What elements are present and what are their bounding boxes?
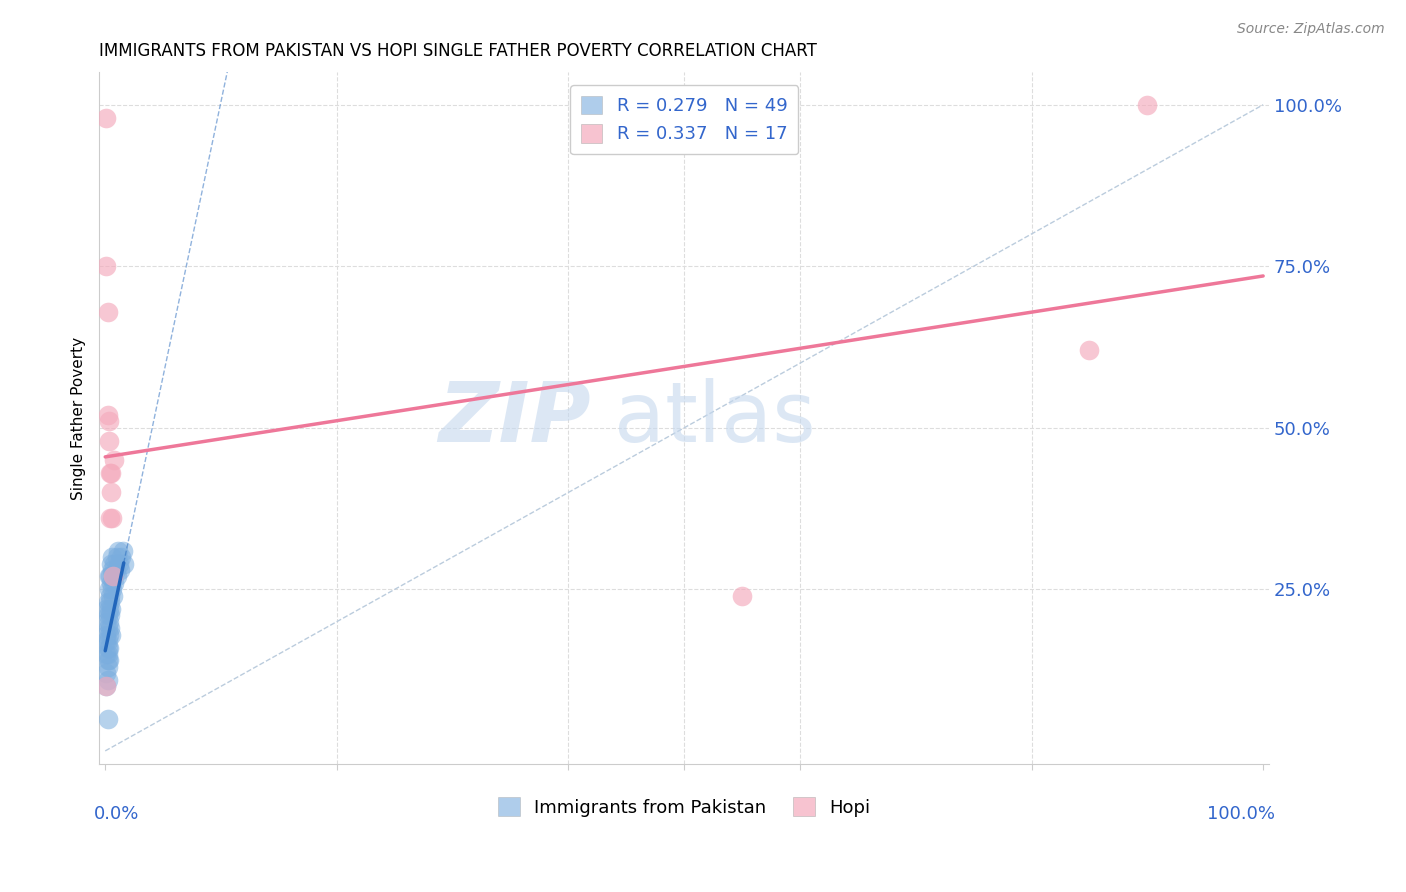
- Point: [731, 589, 754, 603]
- Legend: Immigrants from Pakistan, Hopi: Immigrants from Pakistan, Hopi: [491, 790, 877, 824]
- Point: [103, 557, 125, 571]
- Point: [1078, 343, 1101, 358]
- Point: [96, 712, 118, 726]
- Point: [96, 673, 118, 687]
- Point: [110, 563, 132, 577]
- Point: [96, 408, 118, 422]
- Text: 100.0%: 100.0%: [1206, 805, 1275, 823]
- Point: [104, 563, 127, 577]
- Point: [98, 595, 121, 609]
- Point: [96, 111, 118, 125]
- Point: [111, 543, 134, 558]
- Point: [97, 414, 120, 428]
- Point: [97, 640, 120, 655]
- Text: ZIP: ZIP: [439, 377, 591, 458]
- Point: [96, 627, 118, 641]
- Point: [96, 634, 118, 648]
- Point: [103, 569, 125, 583]
- Point: [100, 466, 122, 480]
- Point: [105, 549, 128, 564]
- Point: [96, 634, 118, 648]
- Point: [96, 666, 118, 681]
- Point: [96, 615, 118, 629]
- Point: [96, 608, 118, 623]
- Point: [100, 485, 122, 500]
- Point: [98, 569, 121, 583]
- Point: [96, 260, 118, 274]
- Point: [96, 660, 118, 674]
- Point: [100, 601, 122, 615]
- Point: [96, 647, 118, 661]
- Point: [97, 601, 120, 615]
- Text: atlas: atlas: [614, 377, 815, 458]
- Point: [105, 569, 128, 583]
- Text: 0.0%: 0.0%: [94, 805, 139, 823]
- Point: [100, 575, 122, 590]
- Text: IMMIGRANTS FROM PAKISTAN VS HOPI SINGLE FATHER POVERTY CORRELATION CHART: IMMIGRANTS FROM PAKISTAN VS HOPI SINGLE …: [100, 42, 817, 60]
- Point: [103, 575, 125, 590]
- Point: [100, 557, 122, 571]
- Point: [98, 608, 121, 623]
- Point: [98, 511, 121, 525]
- Point: [96, 653, 118, 667]
- Text: Source: ZipAtlas.com: Source: ZipAtlas.com: [1237, 22, 1385, 37]
- Point: [97, 615, 120, 629]
- Point: [103, 569, 125, 583]
- Point: [96, 595, 118, 609]
- Point: [97, 653, 120, 667]
- Point: [96, 640, 118, 655]
- Point: [98, 466, 121, 480]
- Point: [100, 627, 122, 641]
- Point: [96, 679, 118, 693]
- Point: [110, 549, 132, 564]
- Point: [96, 601, 118, 615]
- Point: [103, 453, 125, 467]
- Point: [108, 557, 131, 571]
- Point: [103, 589, 125, 603]
- Point: [97, 569, 120, 583]
- Point: [98, 589, 121, 603]
- Point: [101, 582, 124, 597]
- Point: [96, 647, 118, 661]
- Point: [101, 549, 124, 564]
- Point: [96, 679, 118, 693]
- Point: [112, 557, 135, 571]
- Point: [97, 434, 120, 448]
- Point: [1136, 97, 1159, 112]
- Point: [96, 304, 118, 318]
- Point: [101, 511, 124, 525]
- Point: [107, 543, 129, 558]
- Point: [101, 563, 124, 577]
- Point: [97, 582, 120, 597]
- Point: [98, 621, 121, 635]
- Point: [96, 621, 118, 635]
- Point: [97, 627, 120, 641]
- Y-axis label: Single Father Poverty: Single Father Poverty: [72, 336, 86, 500]
